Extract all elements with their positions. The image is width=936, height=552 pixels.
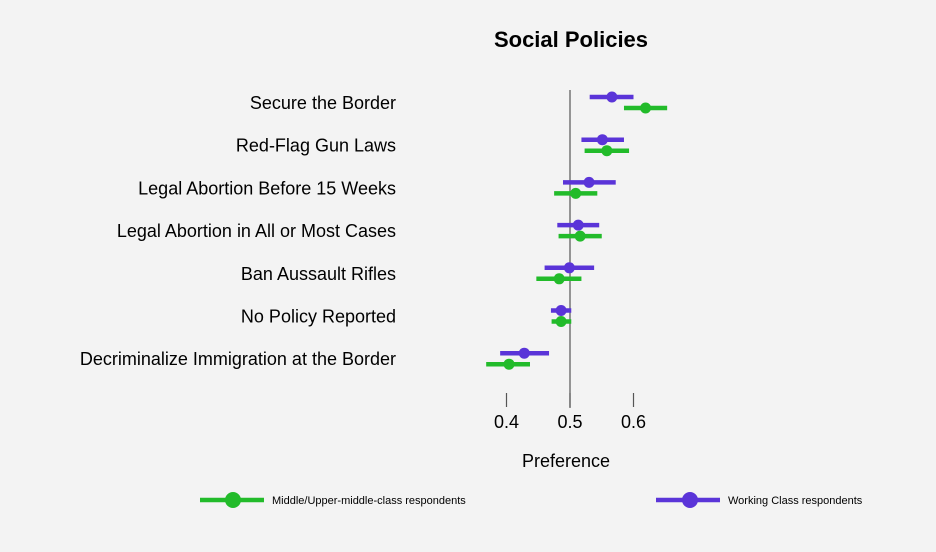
category-label: No Policy Reported — [241, 307, 396, 327]
category-label: Legal Abortion in All or Most Cases — [117, 221, 396, 241]
x-axis-ticks: 0.4 0.5 0.6 — [494, 393, 646, 432]
legend-item: Middle/Upper-middle-class respondents — [200, 492, 466, 508]
data-point — [518, 347, 530, 359]
x-axis-label: Preference — [522, 451, 610, 471]
data-point — [553, 273, 565, 285]
x-tick-label: 0.6 — [621, 412, 646, 432]
data-point — [606, 91, 618, 103]
legend-label: Middle/Upper-middle-class respondents — [272, 495, 466, 507]
chart-title: Social Policies — [494, 27, 648, 52]
category-label: Secure the Border — [250, 93, 396, 113]
data-point — [601, 145, 613, 157]
category-labels: Secure the Border Red-Flag Gun Laws Legal … — [80, 93, 396, 369]
legend-label: Working Class respondents — [728, 495, 863, 507]
data-point — [596, 134, 608, 146]
data-point — [570, 187, 582, 199]
category-label: Legal Abortion Before 15 Weeks — [138, 178, 396, 198]
category-label: Ban Aussault Rifles — [241, 264, 396, 284]
data-point — [572, 219, 584, 231]
data-point — [503, 358, 515, 370]
legend-marker — [682, 492, 698, 508]
data-point — [583, 176, 595, 188]
legend: Middle/Upper-middle-class respondents Wor… — [200, 492, 863, 508]
legend-marker — [225, 492, 241, 508]
data-point — [640, 102, 652, 114]
data-marks — [486, 91, 668, 370]
x-tick-label: 0.5 — [557, 412, 582, 432]
legend-item: Working Class respondents — [656, 492, 863, 508]
data-point — [555, 316, 567, 327]
data-point — [574, 230, 586, 242]
data-point — [555, 305, 567, 316]
category-label: Red-Flag Gun Laws — [236, 136, 396, 156]
x-tick-label: 0.4 — [494, 412, 519, 432]
data-point — [563, 262, 575, 274]
category-label: Decriminalize Immigration at the Border — [80, 349, 396, 369]
